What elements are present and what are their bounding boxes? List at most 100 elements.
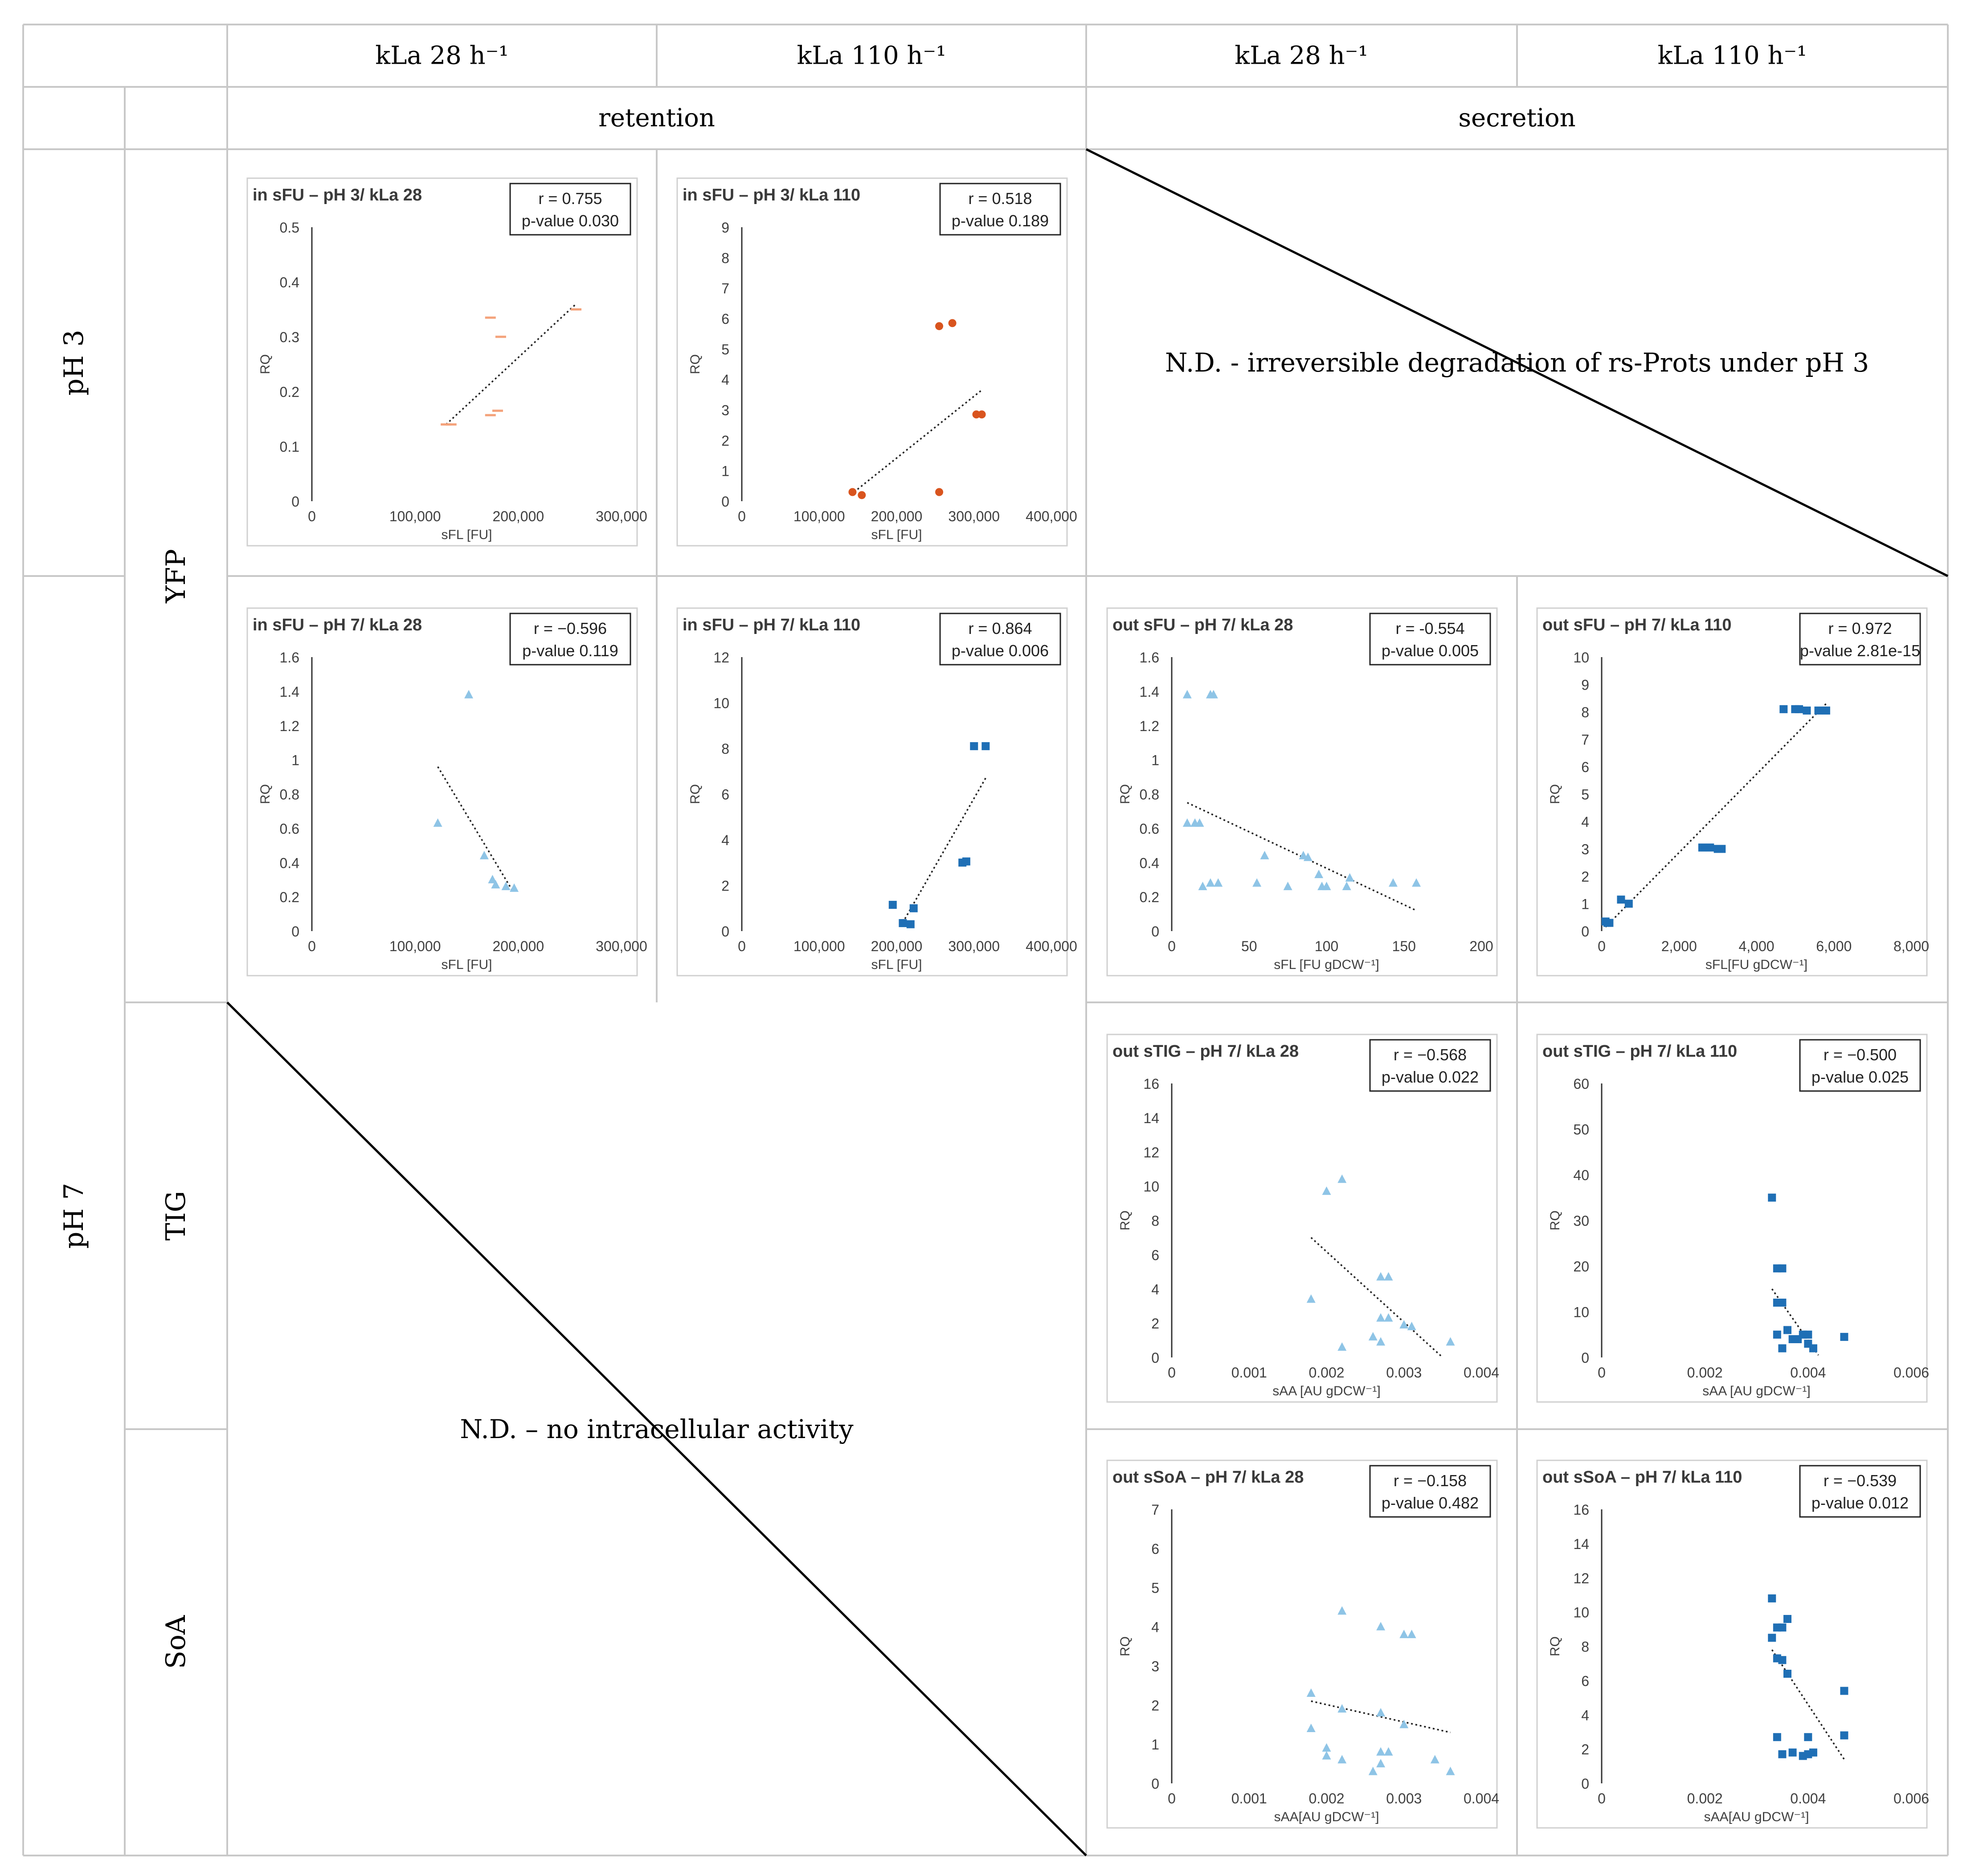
data-point [1773,1733,1781,1741]
x-tick-label: 200,000 [492,938,544,954]
x-axis-label: sAA[AU gDCW⁻¹] [1704,1810,1809,1824]
y-axis-label: RQ [688,784,703,804]
r-value: r = 0.864 [968,619,1032,638]
y-tick-label: 0 [1151,924,1159,940]
data-point [1198,882,1207,891]
data-point [1773,1330,1781,1339]
y-tick-label: 50 [1573,1122,1589,1138]
data-point [1768,1594,1776,1602]
y-tick-label: 0.5 [280,220,299,236]
data-point [1399,1320,1409,1328]
y-tick-label: 3 [1581,842,1589,858]
x-tick-label: 2,000 [1661,938,1697,954]
r-value: r = −0.158 [1394,1471,1467,1490]
chart-out-sfu-ph7-kla110: out sFU – pH 7/ kLa 110 r = 0.972 p-value … [1536,607,1929,977]
data-point [888,901,897,909]
data-point [1698,843,1706,852]
data-point [1446,1766,1455,1775]
y-axis-label: RQ [258,354,273,374]
chart-in-sfu-ph3-kla110: in sFU – pH 3/ kLa 110 r = 0.518 p-value 0… [676,177,1077,547]
y-axis-label: RQ [1548,784,1562,804]
chart-title: out sTIG – pH 7/ kLa 28 [1112,1042,1299,1061]
x-tick-label: 0 [738,508,746,524]
p-value: p-value 0.189 [952,212,1049,230]
chart-title: out sSoA – pH 7/ kLa 110 [1542,1468,1742,1487]
y-tick-label: 1 [721,463,729,479]
r-value: r = −0.500 [1824,1046,1897,1064]
y-tick-label: 0.6 [1140,821,1159,837]
x-tick-label: 200,000 [492,508,544,524]
data-point [1840,1332,1848,1341]
data-point [1376,1747,1386,1756]
data-point [1214,878,1223,887]
y-tick-label: 4 [1151,1281,1159,1297]
stats-box [509,183,631,236]
y-tick-label: 2 [1151,1316,1159,1332]
data-point [479,850,489,859]
data-point [1605,919,1614,927]
y-tick-label: 4 [721,832,729,848]
r-value: r = -0.554 [1395,619,1464,638]
data-point [1376,1313,1386,1322]
data-point [488,875,497,883]
y-tick-label: 16 [1143,1076,1159,1092]
data-point [1814,706,1823,715]
data-point [1368,1332,1378,1341]
y-tick-label: 0 [721,494,729,510]
y-tick-label: 12 [1573,1570,1589,1586]
data-point [491,880,500,889]
y-tick-label: 0 [1151,1776,1159,1792]
data-point [1788,1748,1797,1757]
x-tick-label: 0.002 [1687,1790,1723,1807]
x-tick-label: 0.006 [1893,1365,1929,1381]
data-point [510,883,519,892]
p-value: p-value 0.482 [1382,1494,1479,1512]
y-tick-label: 2 [1151,1697,1159,1713]
data-point [1778,1299,1787,1307]
y-tick-label: 1.4 [1140,684,1159,700]
data-point [1384,1747,1393,1756]
data-point [464,690,474,699]
trend-line [437,766,514,892]
data-point [1206,878,1215,887]
y-tick-label: 2 [721,433,729,449]
data-point [935,322,944,331]
trend-line [1605,703,1827,928]
data-point [1306,1294,1316,1303]
data-point [1768,1193,1776,1202]
y-tick-label: 0 [1581,1350,1589,1366]
chart-out-stig-ph7-kla28: out sTIG – pH 7/ kLa 28 r = −0.568 p-value… [1106,1034,1499,1403]
note-no-intracellular: N.D. – no intracellular activity [460,1414,854,1444]
chart-in-sfu-ph7-kla110: in sFU – pH 7/ kLa 110 r = 0.864 p-value 0… [676,607,1077,977]
x-axis-label: sFL [FU gDCW⁻¹] [1274,957,1379,972]
y-tick-label: 0.4 [280,274,299,290]
x-tick-label: 200 [1469,938,1493,954]
data-point [1384,1272,1393,1281]
y-tick-label: 1 [1151,1737,1159,1753]
y-tick-label: 4 [1581,1707,1589,1723]
row-label-yfp: YFP [160,549,192,603]
y-tick-label: 8 [721,741,729,757]
y-tick-label: 1 [1581,896,1589,912]
data-point [1345,873,1354,882]
x-axis-label: sAA [AU gDCW⁻¹] [1702,1384,1811,1398]
charts-layer: in sFU – pH 3/ kLa 28 r = 0.755 p-value 0.… [246,177,1929,1829]
x-tick-label: 0.004 [1464,1365,1499,1381]
data-point [1783,1615,1791,1623]
x-tick-label: 0 [1598,1365,1606,1381]
trend-line [1187,802,1417,911]
y-tick-label: 4 [1581,814,1589,830]
r-value: r = −0.568 [1394,1046,1467,1064]
data-point [501,882,511,891]
y-tick-label: 6 [1581,1673,1589,1689]
y-tick-label: 1 [291,752,299,768]
r-value: r = 0.518 [968,189,1032,208]
data-point [1337,1342,1347,1351]
chart-in-sfu-ph7-kla28: in sFU – pH 7/ kLa 28 r = −0.596 p-value 0… [246,607,647,977]
x-tick-label: 0.003 [1386,1790,1422,1807]
y-tick-label: 0 [291,924,299,940]
data-point [1337,1174,1347,1183]
data-point [1783,1326,1791,1334]
x-tick-label: 200,000 [871,508,923,524]
y-tick-label: 3 [721,402,729,418]
